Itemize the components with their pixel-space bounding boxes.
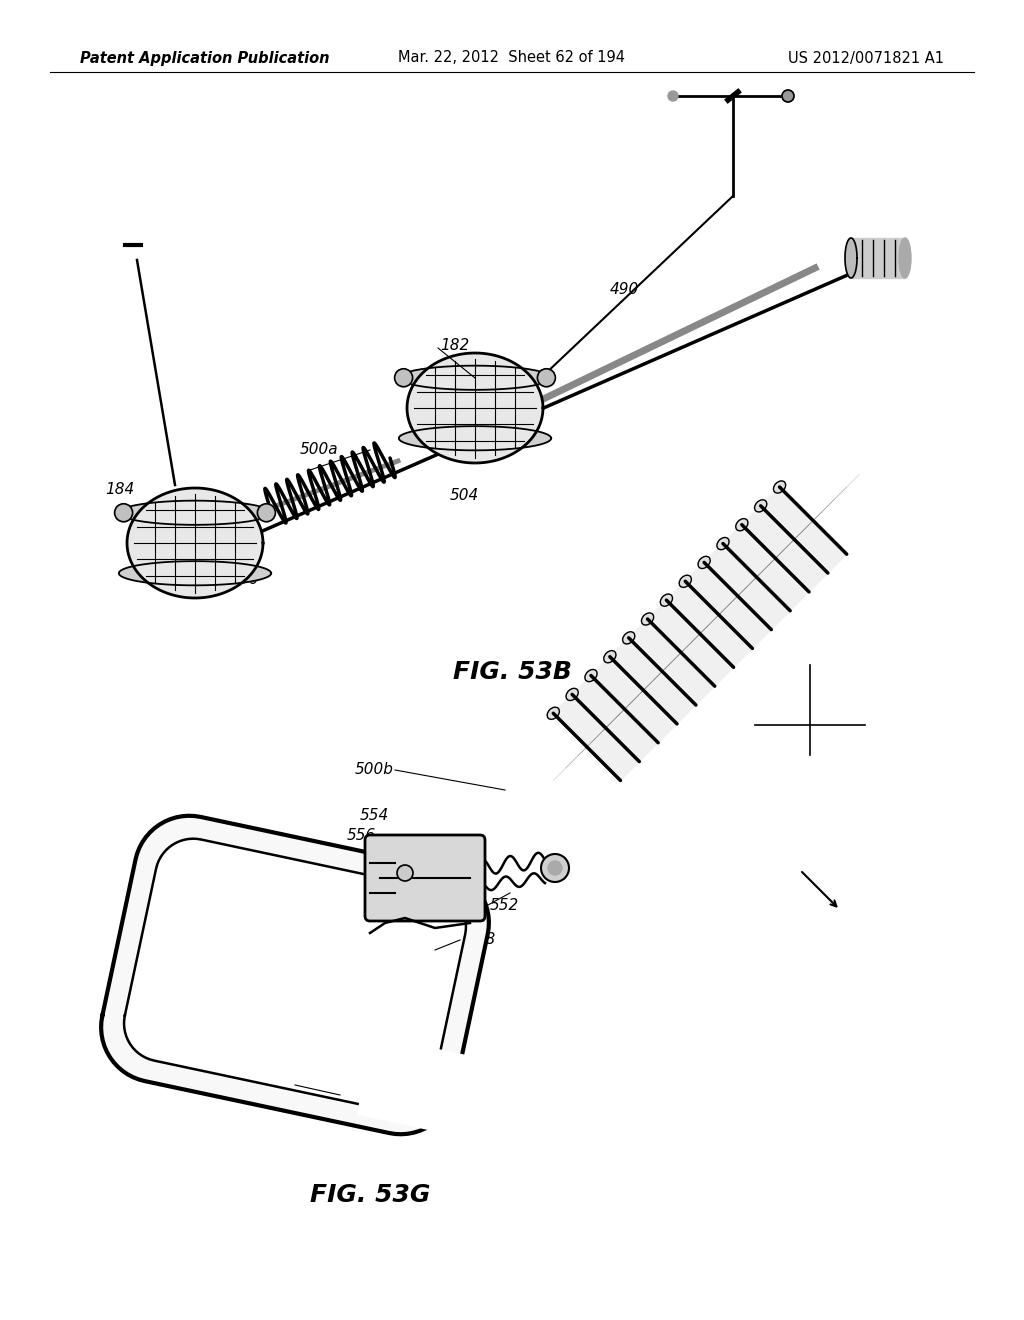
Polygon shape	[851, 238, 905, 279]
Ellipse shape	[566, 688, 579, 701]
Polygon shape	[101, 816, 488, 1134]
Ellipse shape	[773, 480, 785, 494]
Ellipse shape	[845, 238, 857, 279]
Ellipse shape	[604, 651, 615, 663]
Polygon shape	[119, 500, 271, 525]
Polygon shape	[407, 352, 543, 463]
Polygon shape	[119, 561, 271, 585]
Text: FIG. 53B: FIG. 53B	[453, 660, 571, 684]
Circle shape	[538, 368, 555, 387]
Ellipse shape	[717, 537, 729, 549]
Circle shape	[782, 90, 794, 102]
Circle shape	[668, 91, 678, 102]
Text: 504: 504	[450, 487, 479, 503]
Text: 500b: 500b	[355, 763, 394, 777]
Circle shape	[394, 368, 413, 387]
Text: 556: 556	[347, 828, 376, 842]
Polygon shape	[553, 487, 847, 780]
Ellipse shape	[547, 708, 559, 719]
Ellipse shape	[660, 594, 673, 606]
Text: FIG. 53G: FIG. 53G	[310, 1183, 430, 1206]
Circle shape	[115, 504, 132, 521]
Text: 500a: 500a	[300, 442, 339, 458]
Text: 502: 502	[335, 1088, 365, 1102]
Text: 558: 558	[467, 932, 497, 948]
Text: Patent Application Publication: Patent Application Publication	[80, 50, 330, 66]
Circle shape	[397, 865, 413, 880]
Bar	[357, 1036, 530, 1147]
Text: 552: 552	[490, 898, 519, 912]
Ellipse shape	[736, 519, 748, 531]
Ellipse shape	[755, 500, 767, 512]
Ellipse shape	[698, 556, 711, 569]
Polygon shape	[127, 488, 263, 598]
Circle shape	[541, 854, 569, 882]
Text: 506: 506	[230, 573, 259, 587]
FancyBboxPatch shape	[365, 836, 485, 921]
Text: US 2012/0071821 A1: US 2012/0071821 A1	[788, 50, 944, 66]
Circle shape	[257, 504, 275, 521]
Ellipse shape	[679, 576, 691, 587]
Ellipse shape	[623, 632, 635, 644]
Polygon shape	[399, 366, 551, 389]
Ellipse shape	[899, 238, 911, 279]
Text: 184: 184	[105, 483, 134, 498]
Polygon shape	[399, 426, 551, 450]
Text: 554: 554	[360, 808, 389, 822]
Ellipse shape	[585, 669, 597, 681]
Circle shape	[548, 861, 562, 875]
Ellipse shape	[641, 612, 653, 626]
Text: 490: 490	[610, 282, 639, 297]
Text: 182: 182	[440, 338, 469, 352]
Polygon shape	[124, 838, 466, 1111]
Text: Mar. 22, 2012  Sheet 62 of 194: Mar. 22, 2012 Sheet 62 of 194	[398, 50, 626, 66]
